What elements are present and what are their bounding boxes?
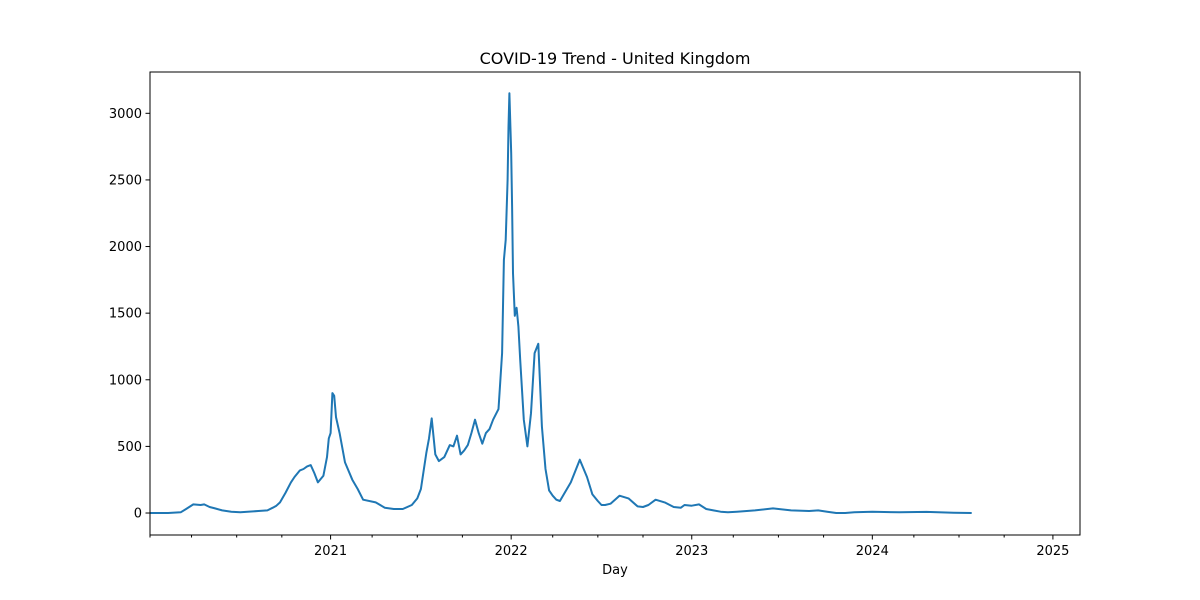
chart-title: COVID-19 Trend - United Kingdom — [480, 49, 751, 68]
y-tick-label: 1000 — [109, 373, 142, 388]
x-tick-label: 2021 — [314, 544, 347, 559]
y-tick-label: 1500 — [109, 307, 142, 322]
x-tick-label: 2024 — [856, 544, 889, 559]
y-tick-label: 3000 — [109, 107, 142, 122]
plot-frame — [149, 71, 1081, 536]
y-tick-label: 2000 — [109, 240, 142, 255]
x-axis-label: Day — [602, 563, 628, 578]
y-tick-label: 0 — [134, 507, 142, 522]
x-axis-ticks: 2021 2022 2023 2024 2025 — [149, 535, 1069, 559]
x-tick-label: 2023 — [675, 544, 708, 559]
x-tick-label: 2022 — [495, 544, 528, 559]
y-tick-label: 2500 — [109, 173, 142, 188]
x-tick-label: 2025 — [1036, 544, 1069, 559]
y-tick-label: 500 — [117, 440, 142, 455]
y-axis-ticks: 0 500 1000 1500 2000 2500 3000 — [109, 107, 150, 522]
series-line — [150, 92, 972, 514]
